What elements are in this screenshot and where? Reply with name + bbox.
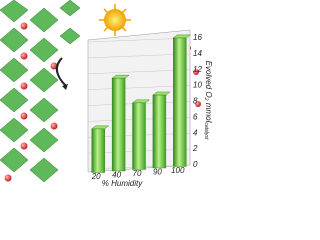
y-tick-label: 16 <box>193 33 202 42</box>
bar-top <box>172 34 191 39</box>
x-tick-label: 90 <box>153 168 162 177</box>
chart: % Humidity Evolved O₂ mmolcatalyst 0 2 4 6 8… <box>0 0 213 188</box>
y-axis-label: Evolved O₂ mmolcatalyst <box>203 61 213 140</box>
bar-top <box>111 74 130 79</box>
arrow-head <box>62 84 68 90</box>
y-tick-label: 12 <box>193 65 202 74</box>
bar <box>152 94 167 169</box>
bar <box>173 37 187 167</box>
bar <box>132 102 146 170</box>
bar-top <box>152 91 171 96</box>
grid-line <box>87 85 191 90</box>
y-tick-label: 14 <box>193 49 202 58</box>
y-tick-label: 10 <box>193 81 202 90</box>
sun <box>99 4 131 36</box>
bar <box>111 77 126 172</box>
bar-top <box>131 99 151 104</box>
x-axis-label: % Humidity <box>102 179 143 188</box>
bar-top <box>91 125 110 130</box>
x-tick-label: 40 <box>112 171 121 180</box>
x-tick-label: 70 <box>133 169 142 178</box>
y-tick-label: 0 <box>193 160 198 169</box>
bar <box>91 128 105 173</box>
grid-line <box>87 37 191 43</box>
y-tick-label: 4 <box>193 128 198 137</box>
x-tick-label: 20 <box>91 172 101 181</box>
arrow <box>55 57 67 87</box>
x-tick-label: 100 <box>171 166 185 175</box>
crystal-structure <box>0 0 81 183</box>
y-tick-label: 6 <box>193 112 198 121</box>
grid-line <box>87 69 191 74</box>
y-tick-label: 2 <box>192 144 198 153</box>
grid-line <box>87 53 191 59</box>
y-tick-label: 8 <box>193 97 198 106</box>
